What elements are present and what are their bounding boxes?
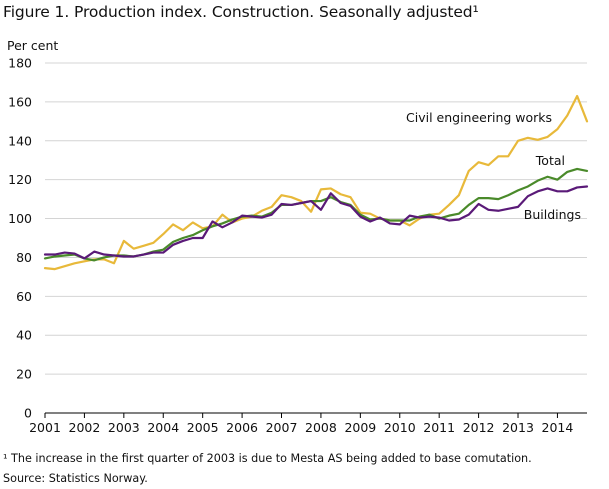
y-tick-label: 140 <box>8 133 32 148</box>
gridlines <box>45 62 587 414</box>
x-tick-label: 2007 <box>266 420 298 435</box>
y-tick-label: 80 <box>16 250 32 265</box>
y-tick-label: 0 <box>24 406 32 421</box>
x-tick-label: 2006 <box>226 420 258 435</box>
x-tick-label: 2002 <box>69 420 101 435</box>
y-axis-ticks: 0 20 40 60 80 100 120 140 160 180 <box>8 56 32 421</box>
x-tick-label: 2012 <box>463 420 495 435</box>
y-tick-label: 40 <box>16 328 32 343</box>
series-label-buildings: Buildings <box>524 207 581 222</box>
x-tick-label: 2010 <box>384 420 416 435</box>
x-tick-label: 2014 <box>542 420 574 435</box>
source-note: Source: Statistics Norway. <box>3 472 148 485</box>
series-labels: Civil engineering works Total Buildings <box>406 110 581 222</box>
x-tick-label: 2005 <box>187 420 219 435</box>
series-label-total: Total <box>535 153 565 168</box>
x-tick-label: 2009 <box>344 420 376 435</box>
series-line-buildings <box>43 185 589 260</box>
series-line-total <box>43 167 589 262</box>
x-tick-label: 2013 <box>502 420 534 435</box>
series-lines <box>43 94 589 271</box>
y-tick-label: 120 <box>8 172 32 187</box>
x-tick-label: 2004 <box>147 420 179 435</box>
y-tick-label: 180 <box>8 56 32 71</box>
y-tick-label: 160 <box>8 94 32 109</box>
x-tick-label: 2008 <box>305 420 337 435</box>
x-tick-label: 2003 <box>108 420 140 435</box>
x-tick-label: 2011 <box>423 420 455 435</box>
series-label-civil-engineering-works: Civil engineering works <box>406 110 552 125</box>
y-tick-label: 100 <box>8 211 32 226</box>
x-tick-label: 2001 <box>29 420 61 435</box>
chart-title: Figure 1. Production index. Construction… <box>3 3 479 21</box>
x-axis-ticks: 2001 2002 2003 2004 2005 2006 2007 2008 2009 2010… <box>29 413 573 435</box>
footnote: ¹ The increase in the first quarter of 2… <box>3 452 532 465</box>
y-tick-label: 60 <box>16 289 32 304</box>
y-tick-label: 20 <box>16 367 32 382</box>
y-axis-unit-label: Per cent <box>7 38 59 53</box>
